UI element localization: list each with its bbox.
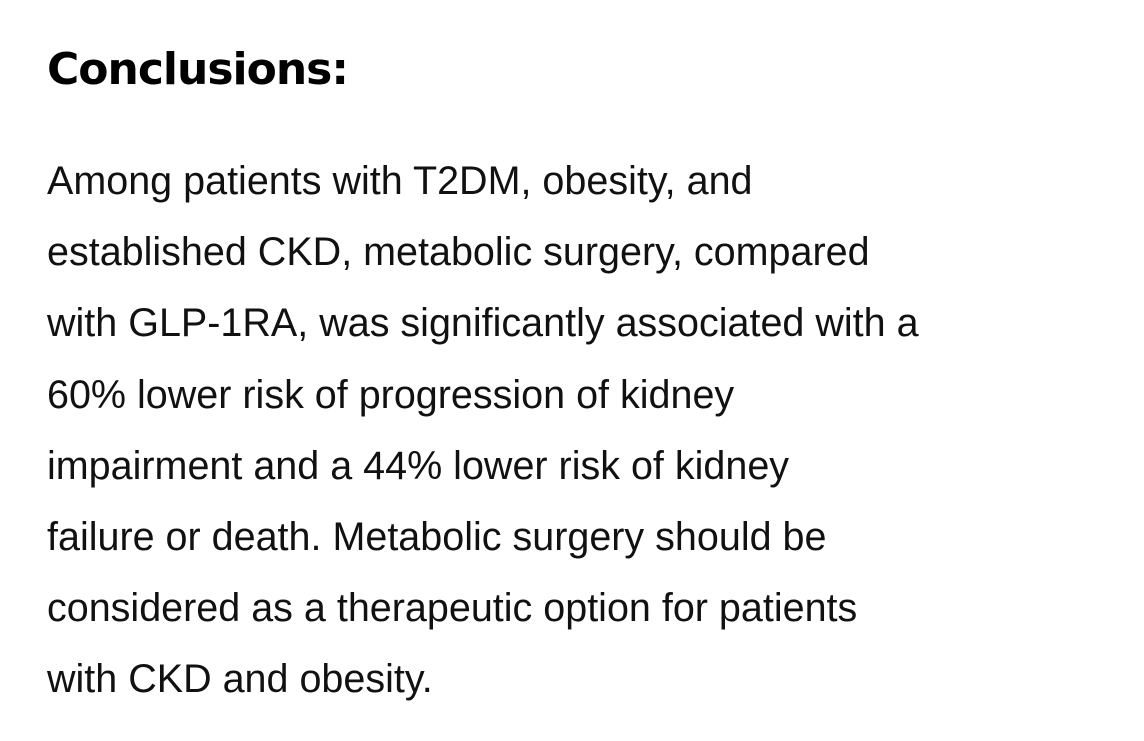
paragraph-line-7: considered as a therapeutic option for p…	[47, 586, 858, 631]
paragraph-line-6: failure or death. Metabolic surgery shou…	[47, 515, 827, 560]
paragraph-line-5: impairment and a 44% lower risk of kidne…	[47, 443, 790, 488]
paragraph-line-4: 60% lower risk of progression of kidney	[47, 372, 735, 417]
conclusions-paragraph: Among patients with T2DM, obesity, and e…	[47, 146, 1107, 716]
section-heading: Conclusions:	[47, 44, 349, 95]
conclusions-section: Conclusions: Among patients with T2DM, o…	[47, 36, 1107, 716]
paragraph-line-3: with GLP-1RA, was significantly associat…	[47, 301, 919, 346]
paragraph-line-8: with CKD and obesity.	[47, 657, 433, 702]
paragraph-line-2: established CKD, metabolic surgery, comp…	[47, 230, 870, 275]
paragraph-line-1: Among patients with T2DM, obesity, and	[47, 159, 753, 203]
